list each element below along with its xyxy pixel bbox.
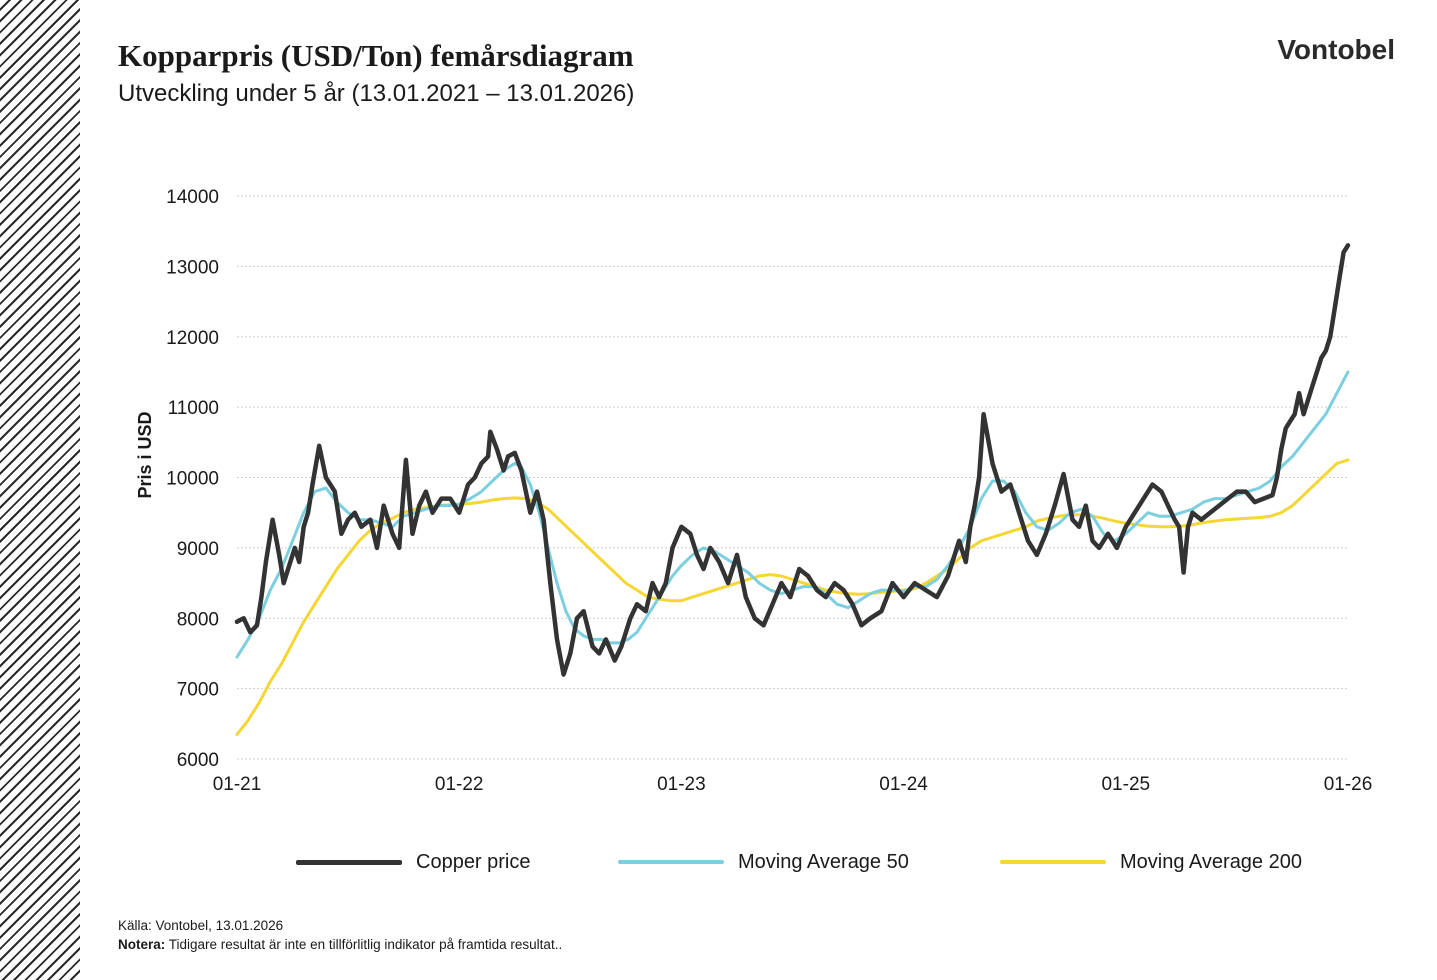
disclaimer-note: Notera: Tidigare resultat är inte en til… bbox=[118, 937, 562, 952]
y-axis-label: Pris i USD bbox=[135, 411, 155, 498]
x-tick-label: 01-25 bbox=[1101, 774, 1150, 795]
hatched-border bbox=[0, 0, 80, 980]
y-tick-label: 6000 bbox=[177, 750, 219, 771]
y-tick-label: 13000 bbox=[166, 257, 219, 278]
legend-swatch-ma50 bbox=[618, 860, 724, 864]
legend-swatch-ma200 bbox=[1000, 860, 1106, 864]
legend-item-copper: Copper price bbox=[296, 848, 531, 876]
x-tick-label: 01-24 bbox=[879, 774, 928, 795]
x-tick-label: 01-21 bbox=[213, 774, 262, 795]
y-tick-label: 9000 bbox=[177, 539, 219, 560]
legend-item-ma50: Moving Average 50 bbox=[618, 848, 909, 876]
moving-average-200-line bbox=[235, 458, 1350, 736]
disclaimer-label: Notera: bbox=[118, 937, 166, 952]
y-tick-label: 7000 bbox=[177, 680, 219, 701]
series-lines bbox=[234, 243, 1351, 736]
x-tick-label: 01-23 bbox=[657, 774, 706, 795]
x-tick-labels: 01-21 01-22 01-23 01-24 01-25 01-26 bbox=[213, 774, 1373, 795]
legend-item-ma200: Moving Average 200 bbox=[1000, 848, 1302, 876]
legend-swatch-copper bbox=[296, 859, 402, 865]
copper-price-chart: 6000 7000 8000 9000 10000 11000 12000 13000 1400… bbox=[135, 187, 1373, 795]
copper-price-line bbox=[234, 243, 1351, 677]
grid-lines bbox=[237, 195, 1348, 760]
legend-label-ma200: Moving Average 200 bbox=[1120, 850, 1302, 873]
y-tick-label: 14000 bbox=[166, 187, 219, 208]
chart-legend: Copper price Moving Average 50 Moving Av… bbox=[0, 848, 1437, 878]
page-title: Kopparpris (USD/Ton) femårsdiagram bbox=[118, 38, 634, 73]
y-tick-labels: 6000 7000 8000 9000 10000 11000 12000 13000 1400… bbox=[166, 187, 219, 771]
x-tick-label: 01-22 bbox=[435, 774, 484, 795]
y-tick-label: 8000 bbox=[177, 609, 219, 630]
legend-label-ma50: Moving Average 50 bbox=[738, 850, 909, 873]
page-subtitle: Utveckling under 5 år (13.01.2021 – 13.0… bbox=[118, 80, 635, 107]
x-tick-label: 01-26 bbox=[1324, 774, 1373, 795]
y-tick-label: 10000 bbox=[166, 469, 219, 490]
vontobel-logo: Vontobel bbox=[1277, 34, 1395, 65]
disclaimer-text: Tidigare resultat är inte en tillförlitl… bbox=[165, 937, 563, 952]
legend-label-copper: Copper price bbox=[416, 850, 531, 873]
y-tick-label: 12000 bbox=[166, 328, 219, 349]
y-tick-label: 11000 bbox=[168, 398, 219, 419]
source-note: Källa: Vontobel, 13.01.2026 bbox=[118, 918, 284, 933]
